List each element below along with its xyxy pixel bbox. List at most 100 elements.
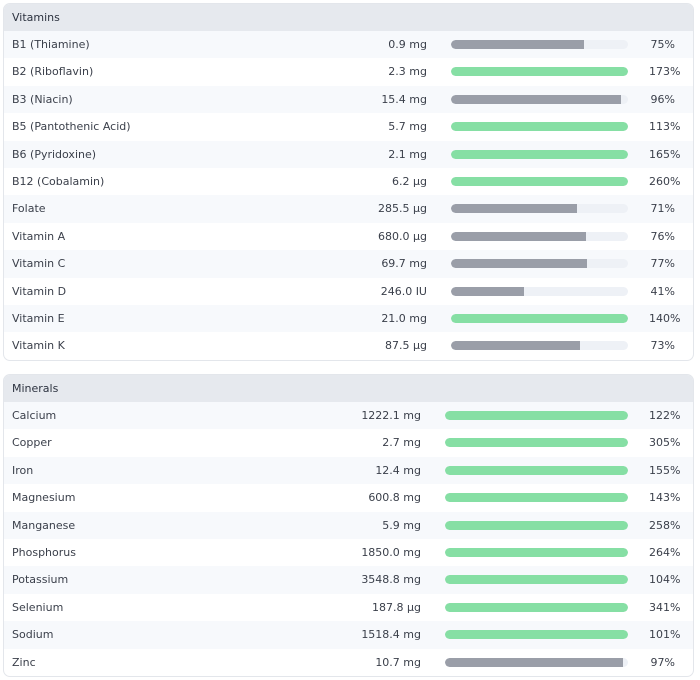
nutrient-name: B1 (Thiamine) xyxy=(12,38,90,51)
nutrient-amount: 5.7 mg xyxy=(388,120,427,134)
nutrient-row: Selenium 187.8 µg 341% xyxy=(4,594,693,621)
progress-fill xyxy=(451,149,628,159)
nutrient-amount: 10.7 mg xyxy=(375,655,421,669)
progress-bar xyxy=(445,575,628,585)
progress-bar xyxy=(445,657,628,667)
nutrient-row: B12 (Cobalamin) 6.2 µg 260% xyxy=(4,168,693,195)
nutrient-row: Vitamin A 680.0 µg 76% xyxy=(4,223,693,250)
nutrient-row: B5 (Pantothenic Acid) 5.7 mg 113% xyxy=(4,113,693,140)
nutrient-amount: 21.0 mg xyxy=(381,311,427,325)
nutrient-amount: 2.1 mg xyxy=(388,147,427,161)
progress-fill xyxy=(445,520,628,530)
nutrient-row: Calcium 1222.1 mg 122% xyxy=(4,402,693,430)
nutrient-row: B1 (Thiamine) 0.9 mg 75% xyxy=(4,31,693,59)
nutrient-percent: 140% xyxy=(649,311,681,325)
nutrient-row: Magnesium 600.8 mg 143% xyxy=(4,484,693,511)
nutrient-name: B2 (Riboflavin) xyxy=(12,65,94,79)
progress-bar xyxy=(451,149,628,159)
nutrient-amount: 0.9 mg xyxy=(388,38,427,51)
nutrient-name: Selenium xyxy=(12,600,64,614)
nutrient-amount: 6.2 µg xyxy=(392,174,427,188)
progress-bar xyxy=(451,122,628,132)
progress-bar xyxy=(445,438,628,448)
vitamins-card: Vitamins B1 (Thiamine) 0.9 mg 75% B2 (Rib… xyxy=(3,3,694,361)
progress-bar xyxy=(451,259,628,269)
nutrient-row: Iron 12.4 mg 155% xyxy=(4,456,693,485)
nutrient-amount: 187.8 µg xyxy=(372,600,421,614)
nutrient-row: B3 (Niacin) 15.4 mg 96% xyxy=(4,85,693,114)
nutrient-row: Vitamin D 246.0 IU 41% xyxy=(4,278,693,305)
nutrient-amount: 2.3 mg xyxy=(388,65,427,79)
nutrient-name: B12 (Cobalamin) xyxy=(12,174,105,188)
nutrient-name: Folate xyxy=(12,202,46,216)
nutrient-amount: 680.0 µg xyxy=(378,229,427,243)
progress-fill xyxy=(445,630,628,640)
nutrient-percent: 264% xyxy=(649,545,681,559)
nutrient-percent: 71% xyxy=(650,202,675,216)
progress-fill xyxy=(445,602,628,612)
progress-bar xyxy=(445,493,628,503)
nutrient-name: Vitamin C xyxy=(12,257,66,271)
progress-bar xyxy=(445,520,628,530)
nutrient-percent: 96% xyxy=(650,92,675,106)
progress-fill xyxy=(451,231,586,241)
nutrient-percent: 258% xyxy=(649,518,681,532)
progress-fill xyxy=(451,40,584,49)
nutrient-name: Vitamin A xyxy=(12,229,66,243)
nutrient-name: B3 (Niacin) xyxy=(12,92,73,106)
nutrient-row: Zinc 10.7 mg 97% xyxy=(4,649,693,676)
progress-fill xyxy=(445,438,628,448)
progress-fill xyxy=(451,67,628,77)
nutrient-amount: 246.0 IU xyxy=(380,284,427,298)
nutrient-row: Sodium 1518.4 mg 101% xyxy=(4,621,693,649)
nutrient-percent: 113% xyxy=(649,120,681,134)
progress-fill xyxy=(451,122,628,132)
nutrient-percent: 341% xyxy=(649,600,681,614)
nutrient-amount: 12.4 mg xyxy=(375,463,421,477)
nutrient-row: Potassium 3548.8 mg 104% xyxy=(4,566,693,594)
nutrient-name: Potassium xyxy=(12,573,69,587)
progress-fill xyxy=(445,411,628,420)
nutrient-row: Phosphorus 1850.0 mg 264% xyxy=(4,539,693,566)
progress-bar xyxy=(451,94,628,104)
nutrient-name: Zinc xyxy=(12,655,36,669)
nutrient-name: Manganese xyxy=(12,518,76,532)
progress-bar xyxy=(445,630,628,640)
nutrient-percent: 97% xyxy=(650,655,675,669)
nutrient-percent: 41% xyxy=(650,284,675,298)
progress-fill xyxy=(451,204,577,214)
progress-fill xyxy=(451,313,628,323)
progress-fill xyxy=(451,259,588,269)
nutrient-amount: 2.7 mg xyxy=(382,436,421,450)
nutrient-amount: 285.5 µg xyxy=(378,202,427,216)
nutrient-percent: 76% xyxy=(650,229,675,243)
nutrient-percent: 165% xyxy=(649,147,681,161)
progress-bar xyxy=(451,231,628,241)
nutrient-name: Vitamin D xyxy=(12,284,67,298)
nutrient-row: Copper 2.7 mg 305% xyxy=(4,429,693,456)
progress-bar xyxy=(451,176,628,186)
nutrient-amount: 3548.8 mg xyxy=(361,573,421,587)
progress-fill xyxy=(445,493,628,503)
nutrient-name: Iron xyxy=(12,463,34,477)
nutrient-name: Phosphorus xyxy=(12,545,76,559)
nutrient-amount: 5.9 mg xyxy=(382,518,421,532)
nutrient-row: Manganese 5.9 mg 258% xyxy=(4,511,693,539)
nutrient-percent: 104% xyxy=(649,573,681,587)
nutrient-percent: 143% xyxy=(649,491,681,505)
nutrient-row: Vitamin K 87.5 µg 73% xyxy=(4,332,693,359)
progress-bar xyxy=(445,602,628,612)
progress-bar xyxy=(451,204,628,214)
progress-bar xyxy=(445,411,628,420)
nutrient-amount: 600.8 mg xyxy=(368,491,421,505)
progress-bar xyxy=(445,465,628,475)
progress-bar xyxy=(451,67,628,77)
progress-fill xyxy=(451,94,621,104)
nutrient-percent: 305% xyxy=(649,436,681,450)
nutrient-row: Folate 285.5 µg 71% xyxy=(4,195,693,223)
progress-fill xyxy=(445,547,628,557)
progress-bar xyxy=(451,286,628,296)
nutrient-percent: 77% xyxy=(650,257,675,271)
nutrient-name: Calcium xyxy=(12,409,57,422)
nutrient-percent: 101% xyxy=(649,628,681,642)
